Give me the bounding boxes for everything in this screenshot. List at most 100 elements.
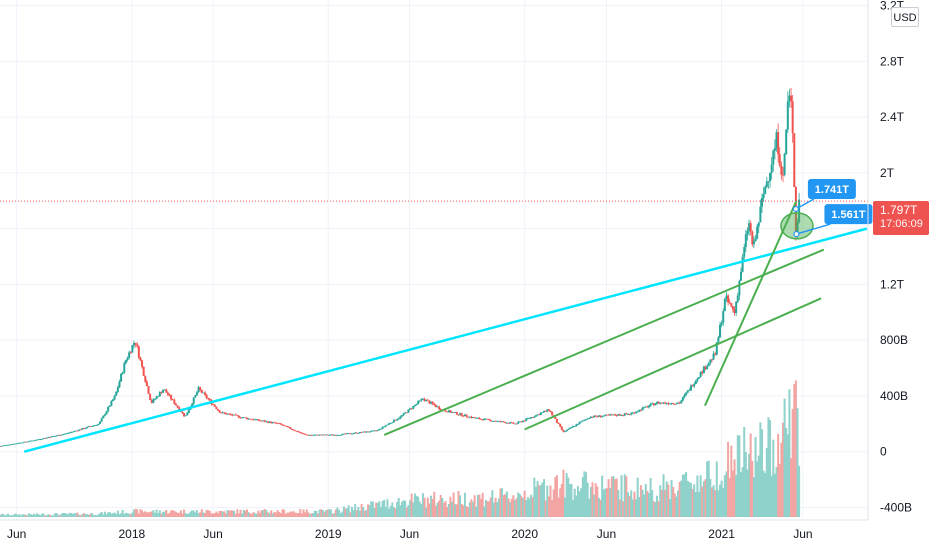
- candle-body: [265, 421, 268, 423]
- volume-bar: [470, 499, 473, 517]
- trendline: [23, 227, 868, 453]
- candle-body: [216, 408, 219, 411]
- candle-body: [276, 423, 279, 425]
- trendline: [524, 297, 822, 431]
- volume-bar: [73, 513, 76, 517]
- candle-body: [649, 403, 652, 406]
- volume-bar: [585, 472, 588, 517]
- volume-bar: [536, 480, 539, 517]
- volume-bar: [95, 515, 98, 517]
- candle-body: [352, 433, 355, 435]
- candle-body: [53, 435, 56, 437]
- trendlines[interactable]: [23, 200, 868, 453]
- candle-body: [589, 416, 592, 419]
- candle-body: [631, 412, 634, 414]
- volume-bar: [741, 467, 744, 517]
- candle-body: [86, 426, 89, 429]
- volume-bar: [633, 491, 636, 517]
- candle-body: [639, 409, 642, 411]
- candle-body: [791, 101, 794, 134]
- candle-body: [539, 412, 542, 415]
- volume-bar: [510, 498, 513, 517]
- candle-body: [363, 431, 366, 433]
- candle-body: [129, 352, 132, 354]
- candle-body: [493, 420, 496, 422]
- candle-body: [633, 412, 636, 414]
- candle-body: [205, 394, 208, 399]
- volume-bar: [638, 497, 641, 517]
- candle-body: [683, 394, 686, 398]
- volume-bar: [144, 511, 147, 517]
- volume-bar: [8, 515, 11, 517]
- candle-body: [5, 444, 8, 446]
- volume-bar: [709, 478, 712, 517]
- candle-body: [207, 398, 210, 400]
- candle-body: [418, 400, 421, 402]
- callout-pointer: [796, 223, 831, 235]
- candle-body: [331, 434, 334, 436]
- candle-body: [431, 401, 434, 404]
- candle-body: [720, 322, 723, 325]
- time-axis[interactable]: Jun 2018 Jun 2019 Jun 2020 Jun 2021 Jun: [7, 527, 813, 541]
- volume-bar: [55, 513, 58, 517]
- candle-body: [581, 420, 584, 422]
- volume-bar: [241, 513, 244, 517]
- candle-body: [743, 247, 746, 257]
- volume-bar: [543, 479, 546, 517]
- volume-bar: [644, 483, 647, 517]
- candle-body: [759, 206, 762, 223]
- volume-bar: [793, 383, 796, 517]
- candle-body: [796, 222, 799, 236]
- volume-bar: [213, 513, 216, 517]
- volume-bar: [363, 510, 366, 517]
- annotations[interactable]: 1.741T 1.561T: [780, 178, 873, 240]
- candle-body: [165, 389, 168, 393]
- candle-body: [551, 412, 554, 416]
- volume-bar: [247, 512, 250, 517]
- volume-bar: [788, 389, 791, 517]
- volume-bar: [702, 481, 705, 517]
- candle-body: [92, 425, 95, 427]
- volume-bar: [614, 479, 617, 517]
- candle-body: [204, 392, 207, 395]
- volume-bar: [478, 494, 481, 517]
- volume-bar: [237, 513, 240, 517]
- volume-bar: [352, 510, 355, 517]
- volume-bar: [318, 509, 321, 517]
- volume-bar: [174, 511, 177, 517]
- candle-body: [124, 360, 127, 364]
- volume-bar: [494, 497, 497, 517]
- volume-bar: [129, 514, 132, 517]
- candle-body: [486, 418, 489, 420]
- time-tick-label: Jun: [7, 527, 26, 541]
- candle-body: [740, 271, 743, 281]
- candle-body: [447, 410, 450, 413]
- candle-body: [593, 415, 596, 418]
- volume-bar: [357, 506, 360, 517]
- volume-bar: [370, 501, 373, 517]
- volume-bar: [480, 499, 483, 517]
- candle-body: [294, 430, 297, 432]
- volume-bar: [78, 514, 81, 517]
- volume-bar: [328, 509, 331, 517]
- volume-bar: [71, 513, 74, 517]
- volume-bar: [665, 481, 668, 517]
- currency-button[interactable]: USD: [891, 7, 919, 27]
- volume-bar: [689, 482, 692, 517]
- volume-bar: [396, 501, 399, 517]
- volume-bar: [790, 458, 793, 517]
- candle-body: [376, 429, 379, 431]
- volume-bar: [115, 514, 118, 517]
- callout-anchor: [792, 205, 799, 213]
- volume-bar: [444, 501, 447, 517]
- volume-bar: [501, 488, 504, 517]
- volume-bar: [49, 514, 52, 517]
- candle-body: [183, 413, 186, 417]
- candle-body: [656, 402, 659, 404]
- candle-body: [136, 344, 139, 347]
- candle-body: [433, 403, 436, 406]
- candle-body: [254, 419, 257, 421]
- volume-bar: [677, 490, 680, 517]
